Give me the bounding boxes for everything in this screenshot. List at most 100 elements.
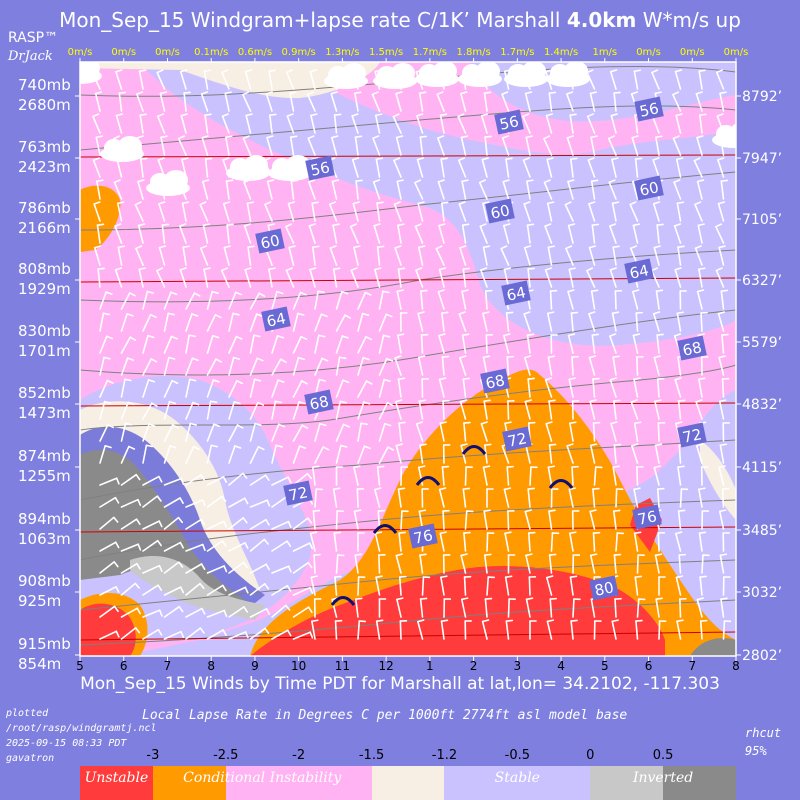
y-label-m: 1929m (18, 280, 71, 298)
wind-barb (722, 576, 731, 596)
wind-barb (463, 421, 471, 442)
wind-barb (313, 598, 322, 618)
wind-barb (439, 421, 447, 442)
wind-barb (332, 267, 341, 288)
wind-barb (415, 421, 424, 442)
wind-barb (271, 476, 292, 486)
wind-barb (609, 267, 617, 288)
wind-barb (225, 135, 233, 156)
wind-barb (163, 497, 184, 508)
thermal-top-marker (415, 476, 441, 486)
wind-barb (228, 586, 249, 596)
wind-barb (522, 157, 531, 178)
wind-barb (142, 290, 154, 310)
wind-barb (142, 564, 163, 574)
wind-barb (568, 377, 576, 398)
wind-barb (567, 289, 575, 310)
wind-barb (442, 509, 450, 530)
wind-barb (271, 540, 292, 552)
wind-barb (613, 91, 621, 112)
wind-barb (589, 91, 598, 112)
wind-barb (441, 355, 450, 376)
wind-barb (693, 157, 703, 178)
wind-barb (607, 135, 617, 156)
wind-barb (228, 472, 248, 486)
wind-barb (242, 135, 252, 156)
wind-barb (481, 157, 489, 178)
wind-barb (633, 531, 642, 552)
wind-barb (654, 399, 662, 420)
wind-barb (527, 377, 535, 398)
wind-barb (334, 575, 342, 596)
wind-barb (419, 553, 427, 574)
wind-barb (228, 497, 249, 508)
y-label-ft: 3032’ (742, 585, 782, 601)
wind-barb (372, 135, 381, 156)
wind-barb (420, 289, 428, 310)
wind-barb (397, 487, 406, 508)
wind-barb (438, 223, 446, 244)
wind-barb (372, 179, 381, 200)
wind-barb (97, 267, 105, 288)
wind-barb (138, 69, 147, 90)
wind-barb (722, 422, 730, 442)
wind-barb (482, 465, 491, 486)
w-star-label: 0m/s (68, 47, 93, 58)
thermal-top-marker (330, 596, 356, 606)
wind-barb (314, 290, 325, 310)
wind-barb (524, 91, 533, 112)
wind-barb (572, 598, 581, 618)
wind-barb (694, 201, 703, 222)
wind-barb (120, 401, 135, 420)
wind-barb (378, 378, 391, 398)
wind-barb (332, 223, 340, 244)
wind-barb (268, 69, 276, 90)
wind-barb (484, 289, 493, 310)
wind-barb (312, 245, 320, 266)
colorbar-segment (225, 766, 300, 800)
wind-barb (376, 465, 385, 486)
wind-barb (334, 619, 343, 640)
title-main: Mon_Sep_15 Windgram+lapse rate C/1K’ Mar… (59, 8, 567, 32)
wind-barb (715, 69, 725, 90)
wind-barb (675, 531, 683, 552)
wind-barb (698, 69, 706, 90)
wind-barb (547, 465, 556, 486)
wind-barb (675, 113, 683, 134)
wind-barb (482, 201, 490, 222)
wind-barb (292, 401, 306, 420)
wind-barb (398, 421, 406, 442)
colorbar: Unstable Conditional Instability Stable Inv… (80, 766, 737, 800)
wind-barb (464, 510, 474, 530)
wind-barb (398, 575, 407, 596)
wind-barb (416, 157, 425, 178)
wind-barb (613, 443, 622, 464)
wind-barb (677, 399, 686, 420)
plot-frame (79, 61, 737, 657)
wind-barb (613, 399, 621, 420)
wind-barb (417, 311, 425, 332)
wind-barb (249, 357, 264, 376)
wind-barb (310, 575, 318, 596)
wind-barb (673, 179, 682, 200)
wind-barb (185, 313, 199, 332)
wind-barb (523, 201, 531, 222)
wind-barb (460, 597, 469, 618)
w-star-label: 1.8m/s (456, 47, 490, 58)
wind-barb (634, 575, 643, 596)
w-star-labels: 0m/s 0m/s 0m/s 0.1m/s 0.6m/s 0.9m/s 1.3m/s 1.5m… (68, 47, 749, 58)
wind-barb (160, 135, 168, 156)
wind-barb (675, 157, 684, 178)
wind-barb (228, 517, 248, 530)
y-label-m: 1255m (18, 467, 71, 485)
wind-barb (480, 113, 489, 134)
wind-barb (586, 267, 596, 288)
wind-barb (309, 69, 317, 90)
wind-barb (484, 597, 493, 618)
wind-barb (271, 379, 285, 398)
wind-barb (185, 334, 196, 354)
wind-barb (438, 267, 447, 288)
wind-barb (392, 113, 402, 134)
wind-barb (591, 223, 600, 244)
